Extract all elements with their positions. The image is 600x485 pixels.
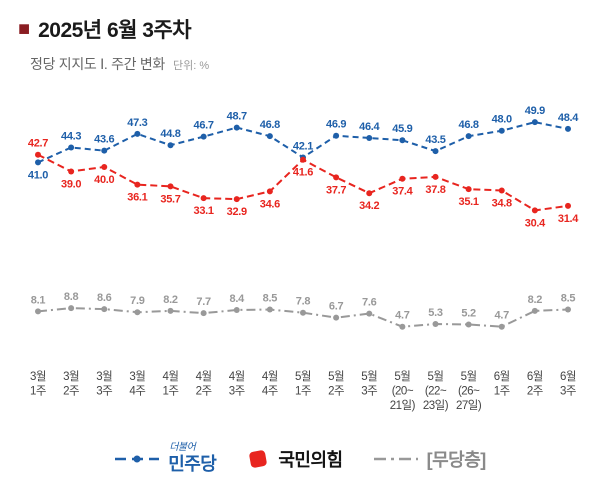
title-bullet-icon: ■ xyxy=(18,18,31,40)
x-axis-label: 4월 4주 xyxy=(262,370,278,398)
value-label: 30.4 xyxy=(525,217,546,229)
value-label: 44.8 xyxy=(160,128,180,140)
value-label: 47.3 xyxy=(127,117,147,129)
x-axis-label: 5월 (26~ 27일) xyxy=(456,370,482,412)
value-label: 8.4 xyxy=(230,293,246,305)
value-label: 42.7 xyxy=(28,138,48,150)
value-label: 37.8 xyxy=(425,184,445,196)
minju-label-stack: 더불어 민주당 xyxy=(168,442,217,476)
value-label: 8.8 xyxy=(64,291,79,303)
value-label: 43.5 xyxy=(425,134,445,146)
value-label: 7.9 xyxy=(130,295,145,307)
value-label: 8.6 xyxy=(97,292,112,304)
x-axis-label: 3월 1주 xyxy=(30,370,46,398)
value-label: 41.0 xyxy=(28,169,48,181)
value-label: 43.6 xyxy=(94,134,114,146)
x-axis-label: 5월 (22~ 23일) xyxy=(423,370,449,412)
value-label: 40.0 xyxy=(94,174,114,186)
value-label: 46.8 xyxy=(260,119,280,131)
x-axis-label: 5월 2주 xyxy=(328,370,344,398)
value-label: 48.4 xyxy=(558,112,579,124)
x-axis-label: 3월 4주 xyxy=(129,370,145,398)
x-axis-label: 4월 1주 xyxy=(163,370,179,398)
value-label: 7.8 xyxy=(296,296,311,308)
value-label: 46.9 xyxy=(326,119,346,131)
value-label: 8.1 xyxy=(31,294,46,306)
x-axis-label: 6월 3주 xyxy=(560,370,576,398)
ppp-logo-icon xyxy=(249,450,268,468)
value-label: 41.6 xyxy=(293,167,313,179)
value-label: 34.6 xyxy=(260,198,280,210)
value-label: 5.2 xyxy=(461,307,476,319)
value-label: 6.7 xyxy=(329,301,344,313)
value-label: 8.2 xyxy=(528,294,543,306)
value-label: 33.1 xyxy=(194,205,214,217)
value-label: 7.6 xyxy=(362,297,377,309)
value-label: 37.7 xyxy=(326,184,346,196)
x-axis-label: 6월 1주 xyxy=(494,370,510,398)
x-axis-label: 3월 2주 xyxy=(63,370,79,398)
value-label: 34.2 xyxy=(359,200,379,212)
mudang-label: [무당층] xyxy=(426,450,487,470)
x-axis-label: 4월 2주 xyxy=(196,370,212,398)
x-axis-label: 3월 3주 xyxy=(96,370,112,398)
value-label: 45.9 xyxy=(392,123,412,135)
value-label: 44.3 xyxy=(61,130,81,142)
value-label: 4.7 xyxy=(495,310,510,322)
value-label: 46.8 xyxy=(459,119,479,131)
value-label: 46.4 xyxy=(359,121,380,133)
x-axis-label: 5월 (20~ 21일) xyxy=(390,370,416,412)
minju-line-icon xyxy=(115,455,160,463)
value-label: 7.7 xyxy=(196,296,211,308)
value-label: 35.1 xyxy=(459,196,479,208)
minju-label: 민주당 xyxy=(168,454,217,474)
value-label: 4.7 xyxy=(395,310,410,322)
page-title: 2025년 6월 3주차 xyxy=(38,19,192,42)
trend-chart: 41.0 44.3 43.6 47.3 44.8 46.7 48.7 46.8 42.1 46.9… xyxy=(28,105,580,412)
x-axis-label: 5월 1주 xyxy=(295,370,311,398)
value-label: 8.5 xyxy=(561,293,576,305)
value-label: 36.1 xyxy=(127,192,147,204)
value-label: 48.7 xyxy=(227,111,247,123)
x-axis-label: 4월 3주 xyxy=(229,370,245,398)
chart-subtitle: 정당 지지도 Ⅰ. 주간 변화 xyxy=(30,56,165,72)
unit-label: 단위: % xyxy=(173,60,210,72)
chart-area: 41.0 44.3 43.6 47.3 44.8 46.7 48.7 46.8 42.1 46.9… xyxy=(0,76,600,433)
legend: 더불어 민주당 국민의힘 [무당층] xyxy=(0,433,600,485)
mudang-line-icon xyxy=(373,457,418,461)
minju-script-label: 더불어 xyxy=(169,442,196,453)
x-axis-label: 6월 2주 xyxy=(527,370,543,398)
value-label: 8.5 xyxy=(263,293,278,305)
value-label: 32.9 xyxy=(227,206,247,218)
ppp-label: 국민의힘 xyxy=(278,450,343,470)
value-label: 31.4 xyxy=(558,213,579,225)
value-label: 35.7 xyxy=(160,193,180,205)
value-label: 46.7 xyxy=(194,120,214,132)
value-label: 34.8 xyxy=(492,197,512,209)
subheader: 정당 지지도 Ⅰ. 주간 변화 단위: % xyxy=(0,44,600,74)
value-label: 39.0 xyxy=(61,178,81,190)
value-label: 5.3 xyxy=(428,307,443,319)
x-axis-label: 5월 3주 xyxy=(361,370,377,398)
value-label: 48.0 xyxy=(492,114,512,126)
legend-item-ppp: 국민의힘 xyxy=(246,446,343,472)
value-label: 42.1 xyxy=(293,140,313,152)
value-label: 49.9 xyxy=(525,105,545,117)
legend-item-minju: 더불어 민주당 xyxy=(114,442,217,476)
header: ■ 2025년 6월 3주차 xyxy=(0,0,600,44)
value-label: 37.4 xyxy=(392,186,413,198)
value-label: 8.2 xyxy=(163,294,178,306)
legend-item-mudang: [무당층] xyxy=(373,446,486,472)
